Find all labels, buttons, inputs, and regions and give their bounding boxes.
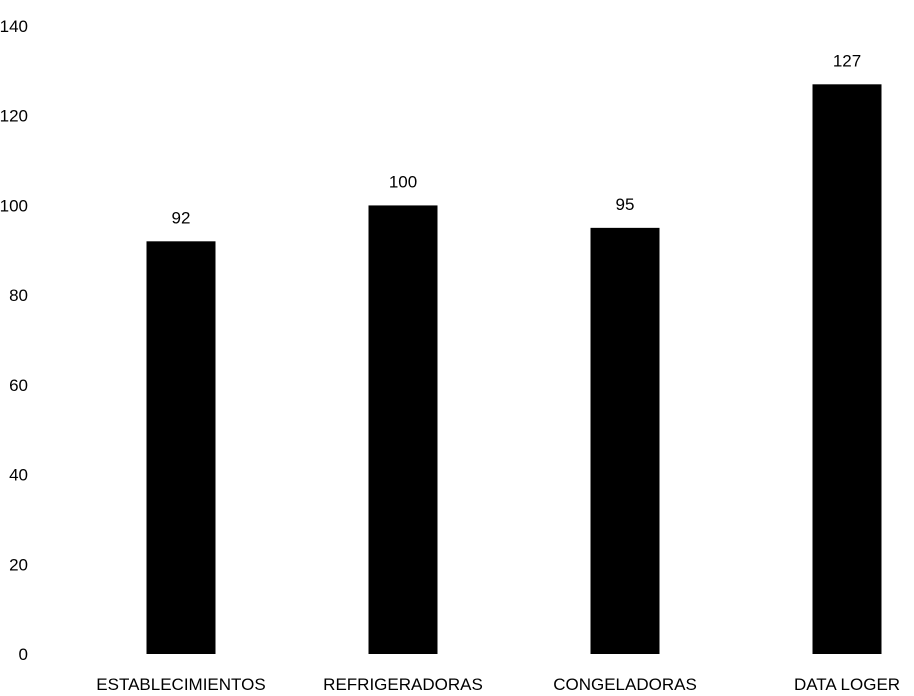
- y-tick-label: 40: [9, 466, 28, 485]
- bars: [147, 84, 882, 654]
- bar: [147, 241, 216, 654]
- data-label: 127: [833, 51, 861, 70]
- y-tick-label: 80: [9, 286, 28, 305]
- x-category-label: CONGELADORAS: [553, 675, 697, 694]
- data-label: 95: [616, 195, 635, 214]
- y-tick-label: 60: [9, 376, 28, 395]
- y-tick-label: 100: [0, 196, 28, 215]
- y-tick-label: 120: [0, 107, 28, 126]
- data-label: 100: [389, 172, 417, 191]
- y-tick-label: 20: [9, 555, 28, 574]
- y-axis: 0 20 40 60 80 100 120 140: [0, 17, 28, 664]
- data-labels: 92 100 95 127: [172, 51, 862, 227]
- x-category-label: REFRIGERADORAS: [323, 675, 483, 694]
- bar: [591, 228, 660, 654]
- y-tick-label: 140: [0, 17, 28, 36]
- data-label: 92: [172, 208, 191, 227]
- bar: [369, 205, 438, 654]
- y-tick-label: 0: [19, 645, 28, 664]
- bar: [813, 84, 882, 654]
- x-category-label: ESTABLECIMIENTOS: [96, 675, 265, 694]
- x-axis: ESTABLECIMIENTOS REFRIGERADORAS CONGELADOR…: [96, 675, 900, 694]
- x-category-label: DATA LOGER: [794, 675, 900, 694]
